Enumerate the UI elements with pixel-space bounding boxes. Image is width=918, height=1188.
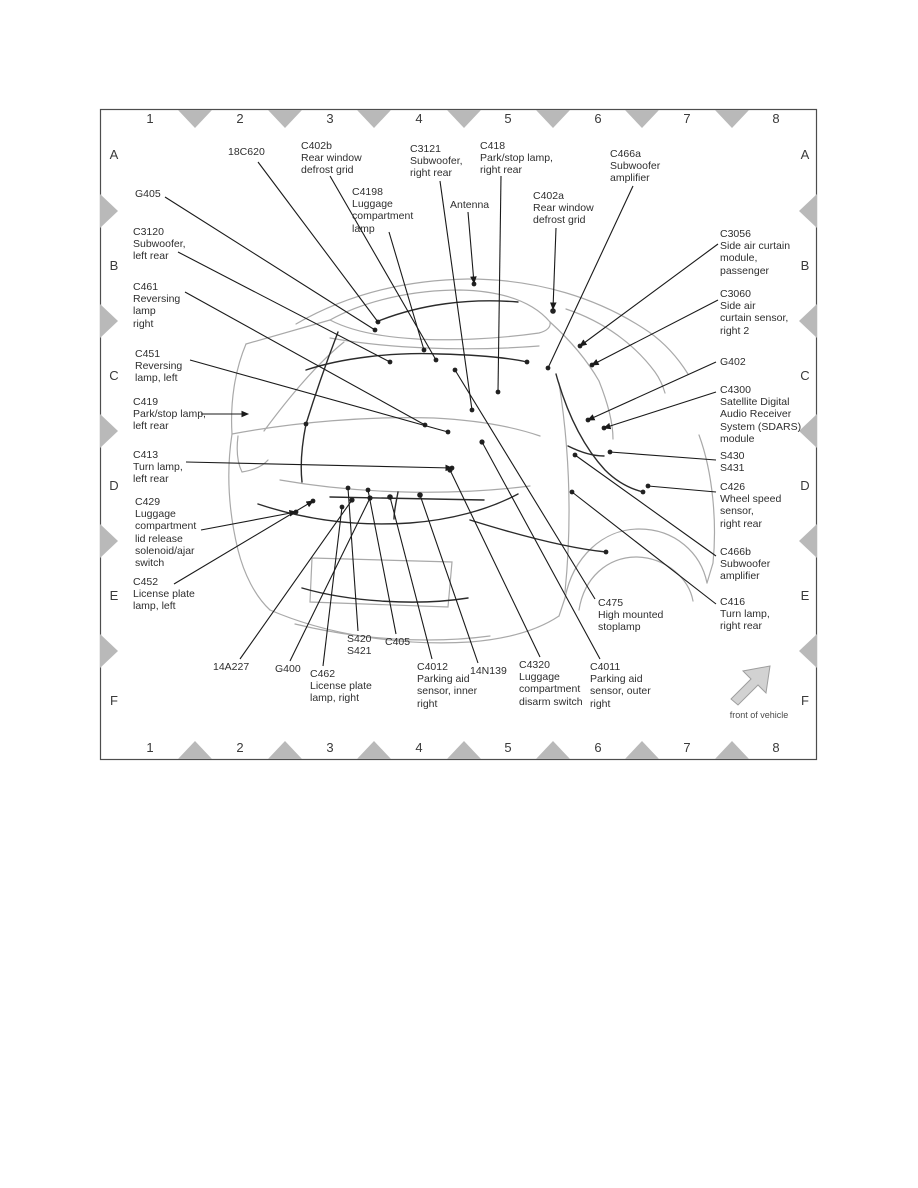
callout-C4012: C4012 Parking aid sensor, inner right	[417, 661, 478, 710]
callout-C475: C475 High mounted stoplamp	[598, 597, 664, 634]
callout-C429: C429 Luggage compartment lid release sol…	[135, 496, 197, 569]
grid-col-1-bottom: 1	[146, 740, 154, 755]
grid-col-2-top: 2	[236, 111, 244, 126]
callout-C413: C413 Turn lamp, left rear	[133, 449, 183, 486]
grid-col-3-bottom: 3	[326, 740, 334, 755]
callout-C402b: C402b Rear window defrost grid	[301, 140, 362, 177]
callout-C4320: C4320 Luggage compartment disarm switch	[519, 659, 583, 708]
callout-C452: C452 License plate lamp, left	[133, 576, 195, 613]
grid-col-8-bottom: 8	[772, 740, 780, 755]
callout-C451: C451 Reversing lamp, left	[135, 348, 183, 385]
grid-row-C-left: C	[109, 368, 119, 383]
callout-C426: C426 Wheel speed sensor, right rear	[720, 481, 782, 530]
grid-row-A-right: A	[800, 147, 810, 162]
wiring-harness-sketch	[257, 300, 644, 603]
callout-C3121: C3121 Subwoofer, right rear	[410, 143, 463, 180]
callout-C4300: C4300 Satellite Digital Audio Receiver S…	[720, 384, 802, 445]
grid-col-6-bottom: 6	[594, 740, 602, 755]
callout-C3060: C3060 Side air curtain sensor, right 2	[720, 288, 789, 337]
callout-C3120: C3120 Subwoofer, left rear	[133, 226, 186, 263]
grid-col-6-top: 6	[594, 111, 602, 126]
grid-col-4-bottom: 4	[415, 740, 423, 755]
grid-col-1-top: 1	[146, 111, 154, 126]
grid-row-C-right: C	[800, 368, 810, 383]
callout-14A227: 14A227	[213, 661, 250, 673]
grid-row-B-left: B	[109, 258, 119, 273]
callout-G402: G402	[720, 356, 746, 368]
callout-G405: G405	[135, 188, 161, 200]
callout-C466a: C466a Subwoofer amplifier	[610, 148, 661, 185]
grid-col-5-top: 5	[504, 111, 512, 126]
front-of-vehicle-arrow	[730, 665, 771, 706]
callout-C418: C418 Park/stop lamp, right rear	[480, 140, 553, 177]
callout-Antenna: Antenna	[450, 199, 490, 211]
callout-C4011: C4011 Parking aid sensor, outer right	[590, 661, 651, 710]
callout-18C620: 18C620	[228, 146, 265, 158]
callout-C461: C461 Reversing lamp right	[133, 281, 181, 330]
callout-14N139: 14N139	[470, 665, 507, 677]
leader-lines	[164, 161, 719, 667]
callout-C4198: C4198 Luggage compartment lamp	[352, 186, 414, 235]
grid-row-D-left: D	[109, 478, 119, 493]
callout-S420-S421: S420 S421	[347, 633, 372, 658]
grid-triangles	[100, 110, 817, 759]
grid-col-5-bottom: 5	[504, 740, 512, 755]
front-of-vehicle-label: front of vehicle	[729, 710, 789, 720]
grid-col-8-top: 8	[772, 111, 780, 126]
grid-col-4-top: 4	[415, 111, 423, 126]
callout-S430-S431: S430 S431	[720, 450, 745, 475]
callout-C419: C419 Park/stop lamp, left rear	[133, 396, 206, 433]
grid-col-7-top: 7	[683, 111, 691, 126]
grid-row-E-left: E	[109, 588, 119, 603]
callout-C416: C416 Turn lamp, right rear	[720, 596, 770, 633]
grid-col-3-top: 3	[326, 111, 334, 126]
grid-row-B-right: B	[800, 258, 810, 273]
callout-C462: C462 License plate lamp, right	[310, 668, 372, 705]
grid-col-7-bottom: 7	[683, 740, 691, 755]
grid-row-F-right: F	[801, 693, 809, 708]
callout-G400: G400	[275, 663, 301, 675]
callout-C402a: C402a Rear window defrost grid	[533, 190, 594, 227]
grid-row-A-left: A	[109, 147, 119, 162]
grid-row-D-right: D	[800, 478, 810, 493]
callout-C466b: C466b Subwoofer amplifier	[720, 546, 771, 583]
callout-C405: C405	[385, 636, 411, 648]
callout-C3056: C3056 Side air curtain module, passenger	[720, 228, 791, 277]
grid-row-F-left: F	[110, 693, 118, 708]
grid-row-E-right: E	[800, 588, 810, 603]
grid-col-2-bottom: 2	[236, 740, 244, 755]
